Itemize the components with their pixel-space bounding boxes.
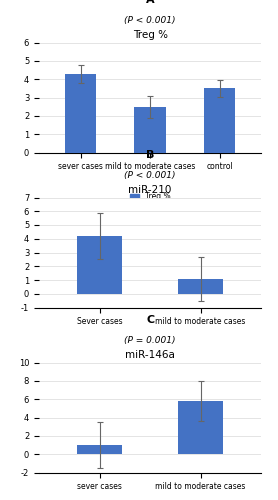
Text: (P < 0.001): (P < 0.001) [124,171,176,180]
Title: miR-146a: miR-146a [125,350,175,360]
Bar [77,236,122,294]
Title: miR-210: miR-210 [128,186,172,196]
Title: Treg %: Treg % [133,30,168,40]
Text: (P < 0.001): (P < 0.001) [124,16,176,25]
Text: (P = 0.001): (P = 0.001) [124,336,176,345]
Text: B: B [146,150,154,160]
Bar [135,106,166,152]
Bar [65,74,96,152]
Bar [204,88,235,152]
Bar [178,401,224,454]
Text: A: A [146,0,155,5]
Bar [178,278,224,293]
Bar [77,445,122,454]
Legend: Treg %: Treg % [126,190,174,204]
Text: C: C [146,315,154,325]
